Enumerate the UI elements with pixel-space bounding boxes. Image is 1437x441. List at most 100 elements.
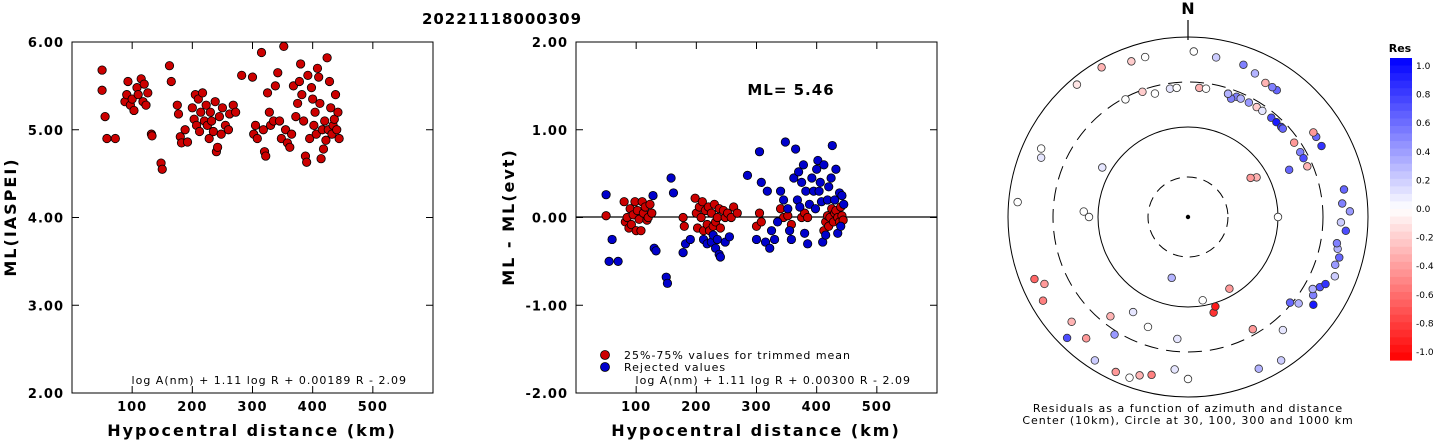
station-residual-point xyxy=(1084,212,1094,222)
station-residual-point xyxy=(1040,279,1049,289)
data-point xyxy=(197,88,208,98)
data-point xyxy=(819,160,829,170)
colorbar-segment xyxy=(1390,141,1412,150)
station-residual-point xyxy=(1338,199,1347,208)
colorbar-segment xyxy=(1390,148,1412,157)
ml-annotation: ML= 5.46 xyxy=(747,81,834,99)
data-point xyxy=(754,147,765,157)
data-point xyxy=(129,105,139,116)
colorbar-tick-label: 0.4 xyxy=(1416,148,1431,158)
data-point xyxy=(270,81,280,91)
data-point xyxy=(315,98,325,109)
panel2-xlabel: Hypocentral distance (km) xyxy=(611,421,901,440)
colorbar-segment xyxy=(1390,163,1412,172)
y-tick-label: 2.00 xyxy=(28,387,64,402)
station-residual-point xyxy=(1110,330,1119,339)
data-point xyxy=(756,177,766,187)
data-point xyxy=(321,135,331,145)
colorbar-segment xyxy=(1390,125,1412,135)
station-residual-point xyxy=(1189,47,1198,56)
data-point xyxy=(196,107,206,117)
legend-label-rejected: Rejected values xyxy=(624,361,726,374)
station-residual-point xyxy=(1121,95,1130,104)
colorbar-segment xyxy=(1390,95,1412,104)
data-point xyxy=(783,204,793,214)
colorbar-segment xyxy=(1390,292,1412,301)
colorbar-tick-label: 0.0 xyxy=(1416,205,1431,215)
station-residual-point xyxy=(1309,128,1318,137)
data-point xyxy=(237,70,247,80)
legend-marker-rejected xyxy=(600,362,610,372)
panel2-ylabel: ML - ML(evt) xyxy=(499,148,518,286)
data-point xyxy=(223,125,234,135)
colorbar-segment xyxy=(1390,209,1412,218)
data-point xyxy=(778,195,789,205)
data-point xyxy=(297,90,307,100)
data-point xyxy=(751,234,762,245)
colorbar-segment xyxy=(1390,322,1412,331)
data-point xyxy=(172,100,182,110)
colorbar-segment xyxy=(1390,193,1412,203)
data-point xyxy=(647,208,657,218)
station-residual-point xyxy=(1106,312,1115,321)
station-residual-point xyxy=(1239,60,1248,69)
data-point xyxy=(756,217,766,227)
data-point xyxy=(715,252,726,262)
colorbar-segment xyxy=(1390,254,1412,263)
data-point xyxy=(157,164,167,174)
data-point xyxy=(180,125,190,135)
data-point xyxy=(308,94,318,104)
colorbar-segment xyxy=(1390,201,1412,210)
data-point xyxy=(800,228,810,238)
x-tick-label: 500 xyxy=(358,400,388,415)
station-residual-point xyxy=(1246,173,1255,183)
data-point xyxy=(110,133,120,144)
data-point xyxy=(762,186,772,196)
colorbar-tick-label: 1.0 xyxy=(1416,62,1431,72)
data-point xyxy=(213,142,223,152)
ring-30km xyxy=(1147,176,1229,258)
data-point xyxy=(678,248,688,258)
data-point xyxy=(316,154,326,164)
station-residual-point xyxy=(1299,153,1308,163)
data-point xyxy=(810,204,821,214)
data-point xyxy=(147,131,157,141)
data-point xyxy=(320,116,330,126)
colorbar-segment xyxy=(1390,88,1412,97)
data-point xyxy=(201,100,211,110)
y-tick-label: 6.00 xyxy=(28,36,64,51)
station-residual-point xyxy=(1143,322,1153,332)
data-point xyxy=(133,90,143,100)
colorbar-tick-label: -0.4 xyxy=(1416,262,1434,272)
data-point xyxy=(766,226,777,236)
data-point xyxy=(214,111,225,122)
data-point xyxy=(648,190,658,201)
station-residual-point xyxy=(1331,260,1340,270)
station-residual-point xyxy=(1276,356,1286,365)
colorbar-segment xyxy=(1390,216,1412,225)
colorbar-segment xyxy=(1390,103,1412,112)
data-point xyxy=(303,70,313,80)
data-point xyxy=(231,107,241,117)
station-residual-point xyxy=(1273,212,1283,222)
data-point xyxy=(274,116,285,126)
station-residual-point xyxy=(1097,63,1106,72)
colorbar-segment xyxy=(1390,269,1412,278)
station-residual-point xyxy=(1167,273,1176,283)
panel1-xlabel: Hypocentral distance (km) xyxy=(107,421,397,440)
data-point xyxy=(252,133,262,144)
data-point xyxy=(250,120,261,130)
colorbar-segment xyxy=(1390,156,1412,165)
station-residual-point xyxy=(1278,124,1287,133)
data-point xyxy=(794,167,804,177)
data-point xyxy=(789,173,799,183)
data-point xyxy=(264,107,274,117)
data-point xyxy=(330,90,341,100)
data-point xyxy=(305,133,315,144)
station-residual-point xyxy=(1170,365,1179,374)
station-residual-point xyxy=(1183,374,1193,384)
data-point xyxy=(299,116,309,126)
station-residual-point xyxy=(1294,299,1303,308)
colorbar-segment xyxy=(1390,239,1412,248)
colorbar-segment xyxy=(1390,314,1412,323)
